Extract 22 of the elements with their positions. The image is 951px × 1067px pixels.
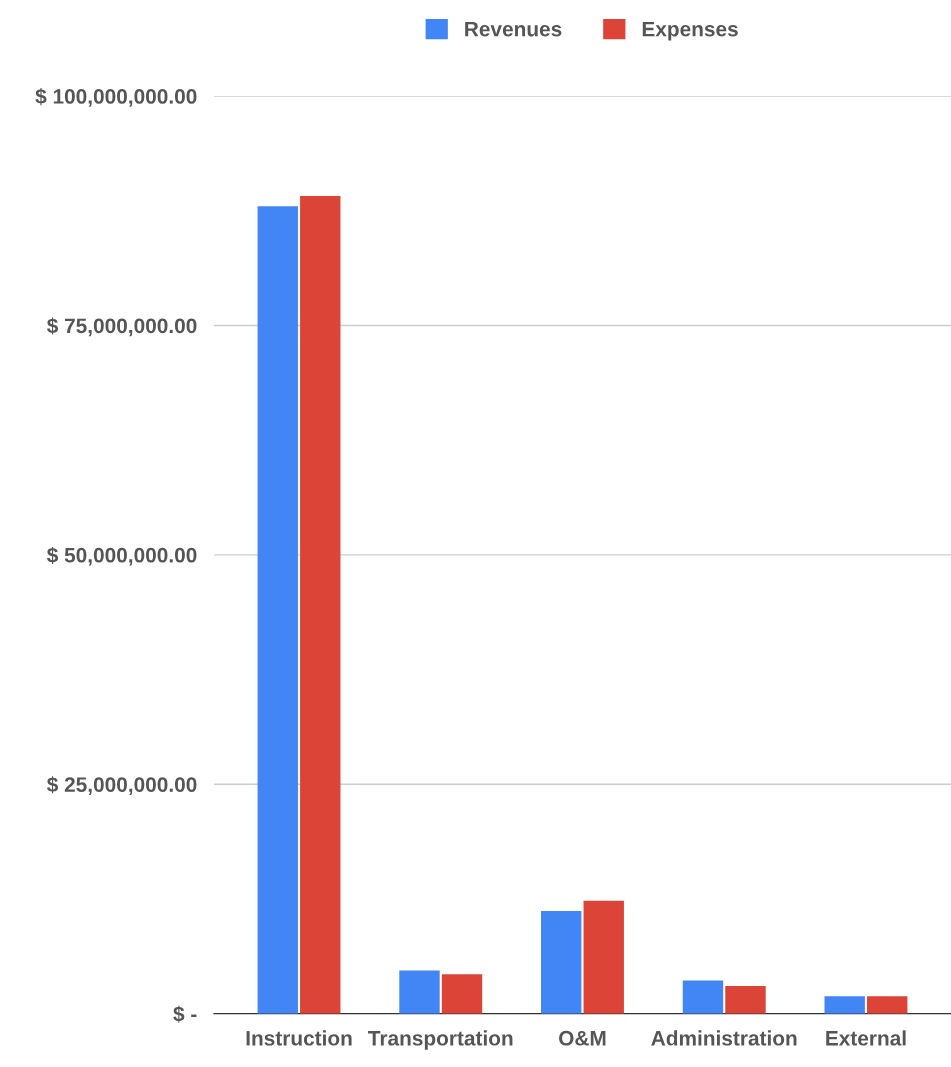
x-tick-label: External	[826, 1030, 906, 1046]
bar	[824, 996, 865, 1014]
bar	[441, 974, 483, 1014]
x-tick-label: Instruction	[246, 1030, 352, 1046]
y-tick-label: $ -	[173, 1005, 197, 1023]
y-tick-label: $ 25,000,000.00	[46, 776, 197, 796]
y-tick-label: $ 75,000,000.00	[46, 317, 197, 337]
bar	[300, 196, 341, 1014]
bar	[725, 986, 766, 1014]
bar	[541, 910, 582, 1014]
x-tick-label: O&M	[559, 1030, 606, 1046]
x-tick-label: Transportation	[368, 1030, 513, 1050]
legend-label: Revenues	[465, 21, 562, 37]
bar	[399, 970, 440, 1014]
legend-label: Expenses	[642, 21, 738, 41]
bar	[867, 996, 908, 1014]
bar	[583, 900, 624, 1014]
bar	[682, 980, 724, 1014]
y-tick-label: $ 50,000,000.00	[46, 546, 197, 566]
y-tick-label: $ 100,000,000.00	[35, 88, 197, 107]
bar	[257, 206, 298, 1014]
x-tick-label: Administration	[651, 1030, 797, 1046]
